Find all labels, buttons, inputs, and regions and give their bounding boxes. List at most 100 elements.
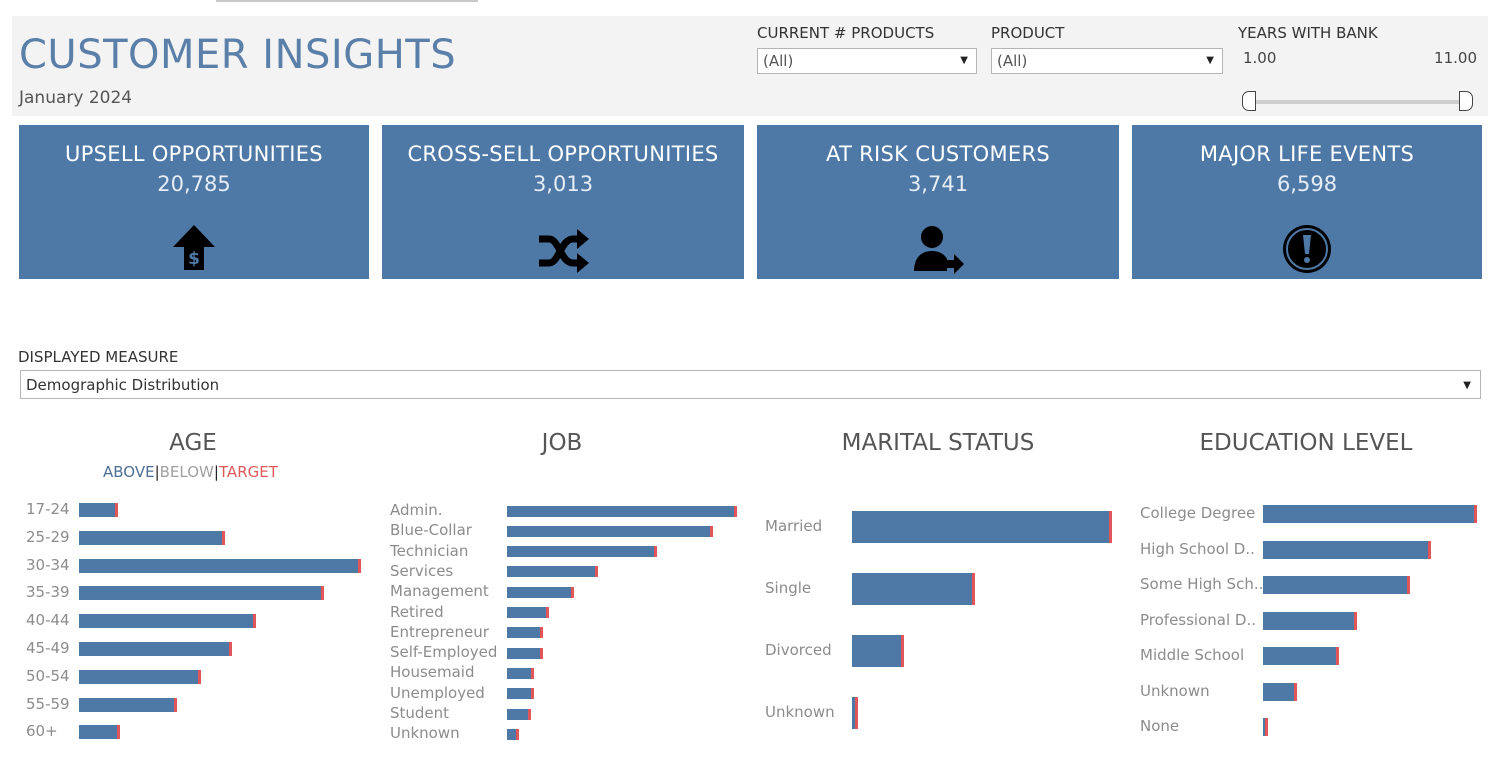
header-panel: CUSTOMER INSIGHTS January 2024 CURRENT #… xyxy=(12,16,1488,116)
chart-title-marital-status: MARITAL STATUS xyxy=(841,430,1035,456)
job-bar[interactable] xyxy=(507,688,532,700)
age-category-label: 60+ xyxy=(26,722,58,741)
marital-status-category-label: Single xyxy=(765,579,812,597)
education-level-target-marker xyxy=(1336,647,1339,665)
job-bar[interactable] xyxy=(507,627,541,639)
filter-product-label: PRODUCT xyxy=(991,24,1065,42)
job-bar[interactable] xyxy=(507,647,541,659)
education-level-target-marker xyxy=(1265,718,1268,736)
slider-min-value: 1.00 xyxy=(1243,49,1277,67)
top-scrollbar[interactable] xyxy=(216,0,478,2)
filter-years-with-bank: YEARS WITH BANK 1.00 11.00 xyxy=(1238,24,1477,114)
product-dropdown[interactable]: (All) ▼ xyxy=(991,48,1223,74)
job-bar[interactable] xyxy=(507,667,532,679)
education-level-bar[interactable] xyxy=(1263,576,1408,594)
job-target-marker xyxy=(571,586,574,598)
age-target-marker xyxy=(222,530,225,545)
legend-separator: | xyxy=(154,463,160,481)
displayed-measure-label: DISPLAYED MEASURE xyxy=(18,348,179,366)
kpi-at-risk-value: 3,741 xyxy=(907,172,969,196)
kpi-at-risk-card[interactable]: AT RISK CUSTOMERS 3,741 xyxy=(757,125,1119,279)
kpi-cross-sell-card[interactable]: CROSS-SELL OPPORTUNITIES 3,013 xyxy=(382,125,744,279)
slider-min-handle[interactable] xyxy=(1242,91,1256,111)
marital-status-target-marker xyxy=(901,635,904,667)
job-bar[interactable] xyxy=(507,505,735,517)
age-bar[interactable] xyxy=(79,669,199,684)
chevron-down-icon: ▼ xyxy=(960,55,968,66)
legend-below: BELOW xyxy=(159,463,214,481)
kpi-life-events-value: 6,598 xyxy=(1276,172,1338,196)
education-level-bar[interactable] xyxy=(1263,647,1337,665)
education-level-bar[interactable] xyxy=(1263,682,1295,701)
age-target-marker xyxy=(115,503,118,517)
kpi-cross-sell-value: 3,013 xyxy=(532,172,594,196)
marital-status-target-marker xyxy=(1109,511,1112,543)
age-bar[interactable] xyxy=(79,614,254,629)
age-target-marker xyxy=(321,586,324,601)
job-bar[interactable] xyxy=(507,708,529,720)
page-subtitle: January 2024 xyxy=(19,88,133,108)
kpi-upsell-card[interactable]: UPSELL OPPORTUNITIES 20,785 $ xyxy=(19,125,369,279)
displayed-measure-dropdown[interactable]: Demographic Distribution ▼ xyxy=(20,370,1481,399)
marital-status-bar[interactable] xyxy=(852,511,1110,543)
marital-status-category-label: Unknown xyxy=(765,703,835,721)
kpi-life-events-title: MAJOR LIFE EVENTS xyxy=(1199,142,1415,166)
age-category-label: 55-59 xyxy=(26,694,70,713)
job-target-marker xyxy=(516,728,519,740)
education-level-category-label: College Degree xyxy=(1140,504,1256,522)
age-bar[interactable] xyxy=(79,642,230,656)
marital-status-bar[interactable] xyxy=(852,573,973,605)
current-products-value: (All) xyxy=(763,52,794,70)
job-target-marker xyxy=(531,667,534,679)
education-level-bar[interactable] xyxy=(1263,505,1475,523)
age-target-marker xyxy=(174,697,177,712)
education-level-category-label: Middle School xyxy=(1140,646,1245,664)
education-level-bar[interactable] xyxy=(1263,611,1355,630)
age-bar[interactable] xyxy=(79,725,118,740)
chart-title-education-level: EDUCATION LEVEL xyxy=(1199,430,1413,456)
job-target-marker xyxy=(734,505,737,517)
job-bar[interactable] xyxy=(507,607,547,618)
job-category-label: Unknown xyxy=(390,724,460,743)
job-bar[interactable] xyxy=(507,546,655,558)
current-products-dropdown[interactable]: (All) ▼ xyxy=(757,48,977,74)
legend-target: TARGET xyxy=(218,463,278,481)
marital-status-target-marker xyxy=(855,697,858,729)
filter-current-products: CURRENT # PRODUCTS (All) ▼ xyxy=(757,24,977,74)
education-level-bar[interactable] xyxy=(1263,718,1266,736)
age-category-label: 40-44 xyxy=(26,611,70,630)
job-bar[interactable] xyxy=(507,586,572,598)
kpi-at-risk-title: AT RISK CUSTOMERS xyxy=(826,142,1050,166)
displayed-measure-value: Demographic Distribution xyxy=(26,376,220,394)
job-bar[interactable] xyxy=(507,566,596,578)
filter-years-label: YEARS WITH BANK xyxy=(1238,24,1378,42)
job-target-marker xyxy=(546,607,549,618)
age-bar[interactable] xyxy=(79,530,223,545)
kpi-life-events-card[interactable]: MAJOR LIFE EVENTS 6,598 xyxy=(1132,125,1482,279)
job-target-marker xyxy=(710,525,713,537)
age-bar[interactable] xyxy=(79,503,116,517)
slider-max-handle[interactable] xyxy=(1459,91,1473,111)
slider-max-value: 11.00 xyxy=(1434,49,1477,67)
exclamation-circle-icon xyxy=(1283,225,1331,273)
age-bar[interactable] xyxy=(79,697,175,712)
job-category-label: Management xyxy=(390,582,489,601)
age-bar[interactable] xyxy=(79,558,359,573)
job-category-label: Technician xyxy=(390,541,469,560)
job-bar[interactable] xyxy=(507,728,517,740)
job-bar[interactable] xyxy=(507,525,711,537)
user-leaving-icon xyxy=(914,226,964,274)
slider-track[interactable] xyxy=(1248,100,1467,104)
marital-status-bar[interactable] xyxy=(852,697,856,729)
chevron-down-icon: ▼ xyxy=(1206,55,1214,66)
legend-separator: | xyxy=(213,463,219,481)
education-level-bar[interactable] xyxy=(1263,540,1429,559)
age-bar[interactable] xyxy=(79,586,322,601)
marital-status-bar[interactable] xyxy=(852,635,902,667)
education-level-category-label: Some High Sch.. xyxy=(1140,575,1264,593)
age-target-marker xyxy=(358,558,361,573)
job-target-marker xyxy=(540,647,543,659)
age-category-label: 35-39 xyxy=(26,583,70,602)
age-category-label: 17-24 xyxy=(26,500,70,518)
chart-title-job: JOB xyxy=(541,430,583,456)
